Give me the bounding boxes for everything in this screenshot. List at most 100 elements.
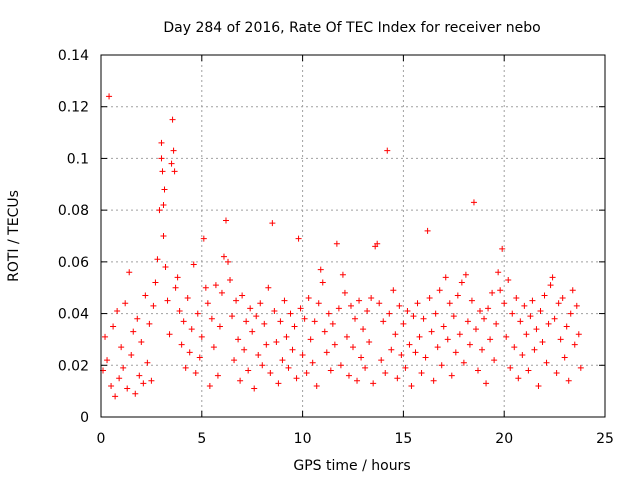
data-point [319,279,326,286]
data-point [559,295,566,302]
data-point [565,377,572,384]
x-axis-label: GPS time / hours [293,458,410,474]
data-point [241,346,248,353]
data-point [323,349,330,356]
data-point [527,313,534,320]
data-point [454,292,461,299]
data-point [154,256,161,263]
data-point [347,302,354,309]
data-point [497,287,504,294]
data-point [404,307,411,314]
x-tick-label: 10 [294,431,312,447]
data-point [577,364,584,371]
data-point [557,336,564,343]
data-point [269,220,276,227]
data-point [440,323,447,330]
data-point [275,380,282,387]
data-point [239,292,246,299]
data-point [356,297,363,304]
data-point [549,274,556,281]
data-point [339,271,346,278]
data-point [329,320,336,327]
data-point [287,310,294,317]
data-point [350,344,356,351]
data-point [511,344,518,351]
data-point [245,367,252,374]
data-point [291,323,298,330]
data-point [414,300,421,307]
data-point [485,305,492,312]
data-point [116,375,123,382]
data-point [196,354,203,361]
data-point [169,116,176,123]
data-point [200,235,207,242]
data-point [460,359,467,366]
data-point [438,362,445,369]
data-point [327,367,334,374]
y-tick-label: 0.02 [58,358,89,374]
data-point [114,307,121,314]
data-point [281,297,288,304]
data-point [352,315,359,322]
data-point [188,326,195,333]
data-point [299,351,306,358]
data-point [479,346,486,353]
data-point [569,287,576,294]
data-point [110,323,117,330]
grid-lines [101,55,605,417]
data-point [394,375,401,382]
data-point [126,269,133,276]
data-point [396,302,403,309]
data-point [247,305,254,312]
data-point [307,336,314,343]
y-tick-label: 0.04 [58,307,89,323]
data-point [233,297,240,304]
data-point [341,289,348,296]
data-point [424,227,431,234]
data-point [448,372,455,379]
data-point [495,269,502,276]
data-point [166,331,173,338]
data-point [368,295,375,302]
data-point [360,326,367,333]
data-point [164,297,171,304]
data-point [102,333,109,340]
data-point [386,310,393,317]
data-point [108,382,115,389]
data-point [283,333,290,340]
data-point [142,292,149,299]
data-point [543,359,550,366]
x-tick-label: 0 [97,431,106,447]
data-point [422,354,429,361]
data-point [472,326,479,333]
data-point [553,370,560,377]
data-point [140,380,147,387]
data-point [382,370,389,377]
y-tick-label: 0.12 [58,100,89,116]
data-point [521,302,528,309]
data-point [446,300,453,307]
data-point [462,271,469,278]
data-point [194,310,201,317]
data-point [186,349,193,356]
x-tick-label: 5 [197,431,206,447]
data-point [182,364,189,371]
data-point [112,393,119,400]
data-point [171,168,178,175]
data-point [444,336,451,343]
data-point [470,199,477,206]
data-point [567,310,574,317]
data-point [301,315,308,322]
data-point [174,274,181,281]
data-point [170,147,177,154]
data-point [313,382,320,389]
data-point [343,333,350,340]
data-point [120,364,127,371]
data-point [271,307,278,314]
data-point [519,351,526,358]
data-point [259,362,266,369]
data-point [202,284,209,291]
data-point [253,313,260,320]
y-axis-ticks: 0 0.02 0.04 0.06 0.08 0.1 0.12 0.14 [58,48,605,426]
data-point [418,370,425,377]
